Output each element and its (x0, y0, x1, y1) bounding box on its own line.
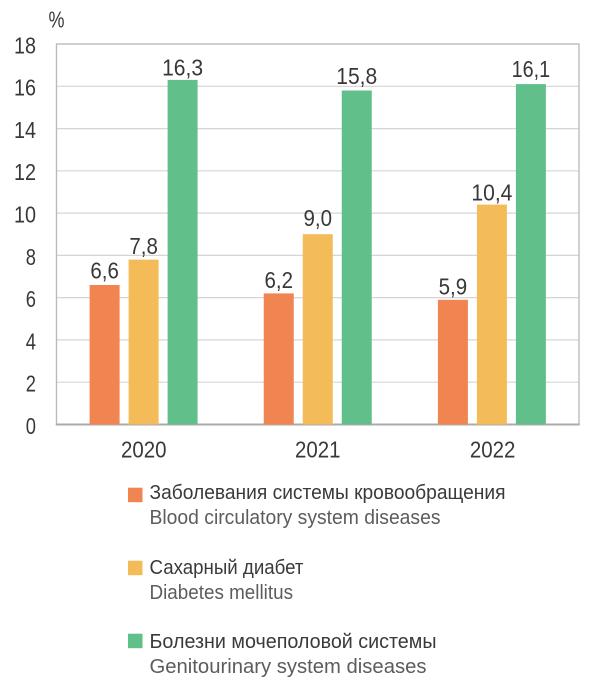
svg-text:5,9: 5,9 (439, 273, 468, 299)
svg-text:Болезни мочеполовой системы: Болезни мочеполовой системы (150, 631, 437, 653)
svg-text:9,0: 9,0 (304, 205, 333, 231)
svg-text:6,2: 6,2 (265, 267, 294, 293)
svg-text:18: 18 (14, 32, 36, 58)
svg-text:0: 0 (26, 413, 36, 439)
svg-text:6,6: 6,6 (90, 257, 119, 283)
svg-text:%: % (49, 7, 65, 33)
svg-text:Genitourinary system diseases: Genitourinary system diseases (150, 656, 427, 678)
svg-text:15,8: 15,8 (336, 63, 377, 89)
svg-text:2022: 2022 (470, 436, 516, 462)
svg-text:2020: 2020 (121, 436, 167, 462)
svg-text:14: 14 (14, 117, 36, 143)
svg-text:16,1: 16,1 (512, 56, 551, 82)
svg-text:Diabetes mellitus: Diabetes mellitus (150, 582, 294, 604)
svg-text:6: 6 (26, 286, 36, 312)
svg-text:2: 2 (26, 371, 36, 397)
svg-text:2021: 2021 (295, 436, 341, 462)
svg-text:12: 12 (14, 159, 36, 185)
svg-text:16,3: 16,3 (162, 55, 203, 81)
svg-text:Заболевания системы кровообращ: Заболевания системы кровообращения (150, 482, 506, 504)
svg-text:16: 16 (14, 75, 36, 101)
svg-text:10: 10 (14, 202, 36, 228)
svg-text:Сахарный диабет: Сахарный диабет (150, 557, 304, 579)
svg-text:4: 4 (26, 328, 36, 354)
svg-text:10,4: 10,4 (471, 179, 512, 205)
svg-text:8: 8 (26, 244, 36, 270)
svg-text:Blood circulatory system disea: Blood circulatory system diseases (150, 507, 441, 529)
svg-text:7,8: 7,8 (129, 233, 158, 259)
